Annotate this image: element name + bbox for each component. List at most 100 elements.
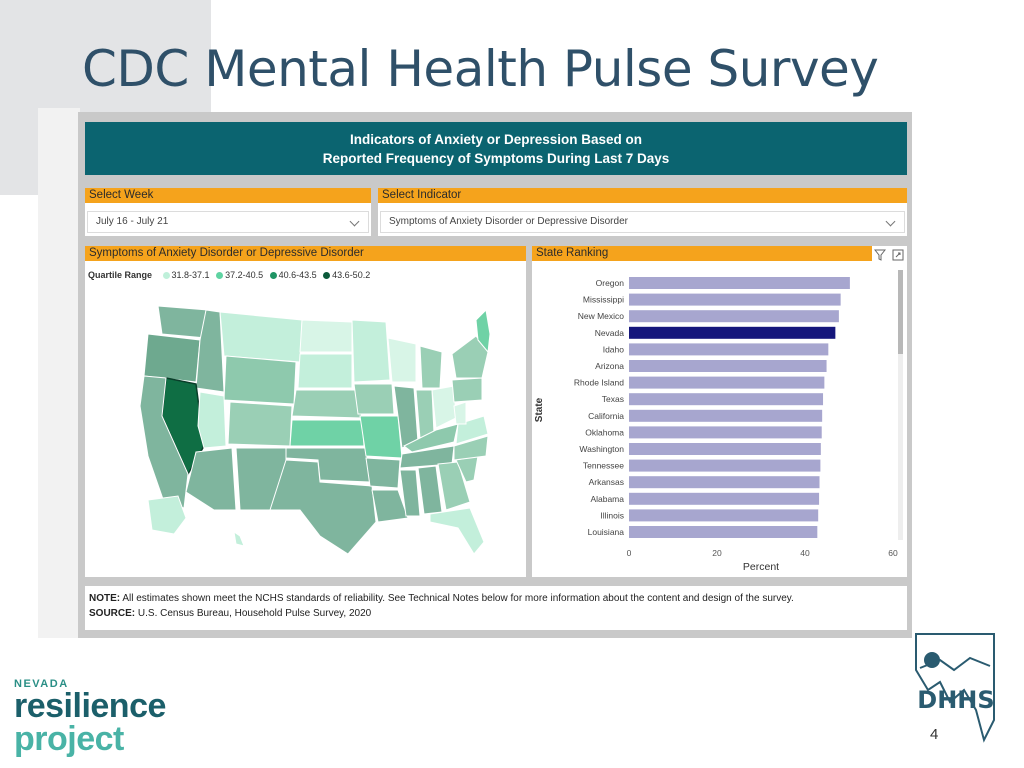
legend-swatch-3 xyxy=(269,272,277,279)
state-iowa[interactable] xyxy=(353,383,395,415)
state-colorado[interactable] xyxy=(227,401,293,447)
logo-project-text: project xyxy=(14,720,124,758)
legend-swatch-4 xyxy=(323,272,331,279)
logo-nevada-text: NEVADA xyxy=(14,678,69,690)
category-label: Washington xyxy=(579,444,624,454)
bar[interactable] xyxy=(629,509,819,522)
bar[interactable] xyxy=(629,459,821,472)
state-south-dakota[interactable] xyxy=(297,353,353,389)
state-west-virginia[interactable] xyxy=(453,401,467,425)
state-wyoming[interactable] xyxy=(223,355,297,405)
source-label: SOURCE: xyxy=(89,608,136,619)
category-label: Alabama xyxy=(590,494,624,504)
bar[interactable] xyxy=(629,526,818,538)
state-michigan[interactable] xyxy=(419,345,443,389)
scrollbar-thumb[interactable] xyxy=(898,270,903,354)
dashboard-header-line1: Indicators of Anxiety or Depression Base… xyxy=(349,131,643,147)
legend-item-1: 31.8-37.1 xyxy=(171,270,210,280)
state-missouri[interactable] xyxy=(359,415,403,459)
dhhs-logo: DHHS xyxy=(915,633,995,743)
bar[interactable] xyxy=(629,310,839,323)
state-indiana[interactable] xyxy=(415,389,435,439)
nevada-resilience-project-logo: NEVADA resilience project xyxy=(14,678,166,756)
category-label: Louisiana xyxy=(588,527,625,537)
page-number: 4 xyxy=(930,726,939,743)
bar[interactable] xyxy=(629,360,827,372)
state-ohio[interactable] xyxy=(431,385,457,429)
x-tick-label: 60 xyxy=(888,548,898,558)
slide-title: CDC Mental Health Pulse Survey xyxy=(82,40,879,98)
legend-swatch-1 xyxy=(162,272,170,279)
y-axis-title: State xyxy=(534,397,545,422)
ranking-panel-title: State Ranking xyxy=(532,246,872,261)
category-label: California xyxy=(588,411,624,421)
category-label: Nevada xyxy=(595,328,625,338)
state-alabama[interactable] xyxy=(417,465,443,515)
chevron-down-icon xyxy=(349,216,360,227)
category-label: Rhode Island xyxy=(574,378,624,388)
state-oregon[interactable] xyxy=(143,333,201,383)
category-label: Oregon xyxy=(596,278,625,288)
filter-icon[interactable] xyxy=(874,249,886,261)
logo-resilience-text: resilience xyxy=(14,687,166,725)
x-axis-title: Percent xyxy=(743,561,779,573)
indicator-filter-label: Select Indicator xyxy=(378,188,907,203)
state-kentucky[interactable] xyxy=(403,423,459,453)
bar[interactable] xyxy=(629,393,824,406)
note-label: NOTE: xyxy=(89,593,121,604)
state-alaska[interactable] xyxy=(147,495,187,535)
week-select[interactable]: July 16 - July 21 xyxy=(87,211,369,233)
bar[interactable] xyxy=(629,376,825,389)
bar[interactable] xyxy=(629,343,829,356)
state-georgia[interactable] xyxy=(437,461,471,511)
state-california[interactable] xyxy=(140,375,189,509)
bar[interactable] xyxy=(629,277,850,289)
focus-mode-icon[interactable] xyxy=(892,249,904,261)
state-louisiana[interactable] xyxy=(371,489,409,523)
legend-swatch-2 xyxy=(216,272,224,279)
state-wisconsin[interactable] xyxy=(387,337,417,383)
state-north-dakota[interactable] xyxy=(299,319,353,353)
state-texas[interactable] xyxy=(269,459,377,555)
week-select-value: July 16 - July 21 xyxy=(96,216,169,227)
state-pennsylvania[interactable] xyxy=(451,377,483,403)
bar[interactable] xyxy=(629,409,823,422)
category-label: Arizona xyxy=(595,361,624,371)
bar[interactable] xyxy=(629,443,821,455)
state-montana[interactable] xyxy=(219,311,303,363)
bar[interactable] xyxy=(629,293,841,306)
x-tick-label: 0 xyxy=(627,548,632,558)
state-mississippi[interactable] xyxy=(399,469,421,517)
state-florida[interactable] xyxy=(429,507,485,555)
legend-title: Quartile Range xyxy=(88,270,153,280)
scrollbar-track[interactable] xyxy=(898,270,903,540)
bar[interactable] xyxy=(629,476,820,489)
bar[interactable] xyxy=(629,426,822,439)
state-hawaii[interactable] xyxy=(233,530,245,547)
week-filter-label: Select Week xyxy=(85,188,371,203)
indicator-select-value: Symptoms of Anxiety Disorder or Depressi… xyxy=(389,216,628,227)
us-choropleth-map[interactable] xyxy=(140,296,490,558)
legend-item-3: 40.6-43.5 xyxy=(278,270,317,280)
state-utah[interactable] xyxy=(197,391,227,449)
source-line: SOURCE: U.S. Census Bureau, Household Pu… xyxy=(89,606,903,621)
state-minnesota[interactable] xyxy=(351,319,391,383)
dhhs-logo-text: DHHS xyxy=(917,686,994,714)
state-idaho[interactable] xyxy=(195,309,225,393)
note-panel: NOTE: All estimates shown meet the NCHS … xyxy=(85,586,907,630)
x-tick-label: 40 xyxy=(800,548,810,558)
state-kansas[interactable] xyxy=(289,419,365,447)
bar[interactable] xyxy=(629,492,820,505)
bar[interactable] xyxy=(629,326,836,339)
state-arkansas[interactable] xyxy=(365,457,401,489)
state-washington[interactable] xyxy=(157,305,209,339)
state-new-england[interactable] xyxy=(475,308,490,354)
dashboard-header: Indicators of Anxiety or Depression Base… xyxy=(85,122,907,175)
state-new-york[interactable] xyxy=(451,335,489,379)
state-north-carolina[interactable] xyxy=(453,435,489,461)
state-nebraska[interactable] xyxy=(291,389,363,419)
chevron-down-icon xyxy=(885,216,896,227)
category-label: Tennessee xyxy=(583,461,624,471)
indicator-select[interactable]: Symptoms of Anxiety Disorder or Depressi… xyxy=(380,211,905,233)
state-arizona[interactable] xyxy=(185,447,237,511)
